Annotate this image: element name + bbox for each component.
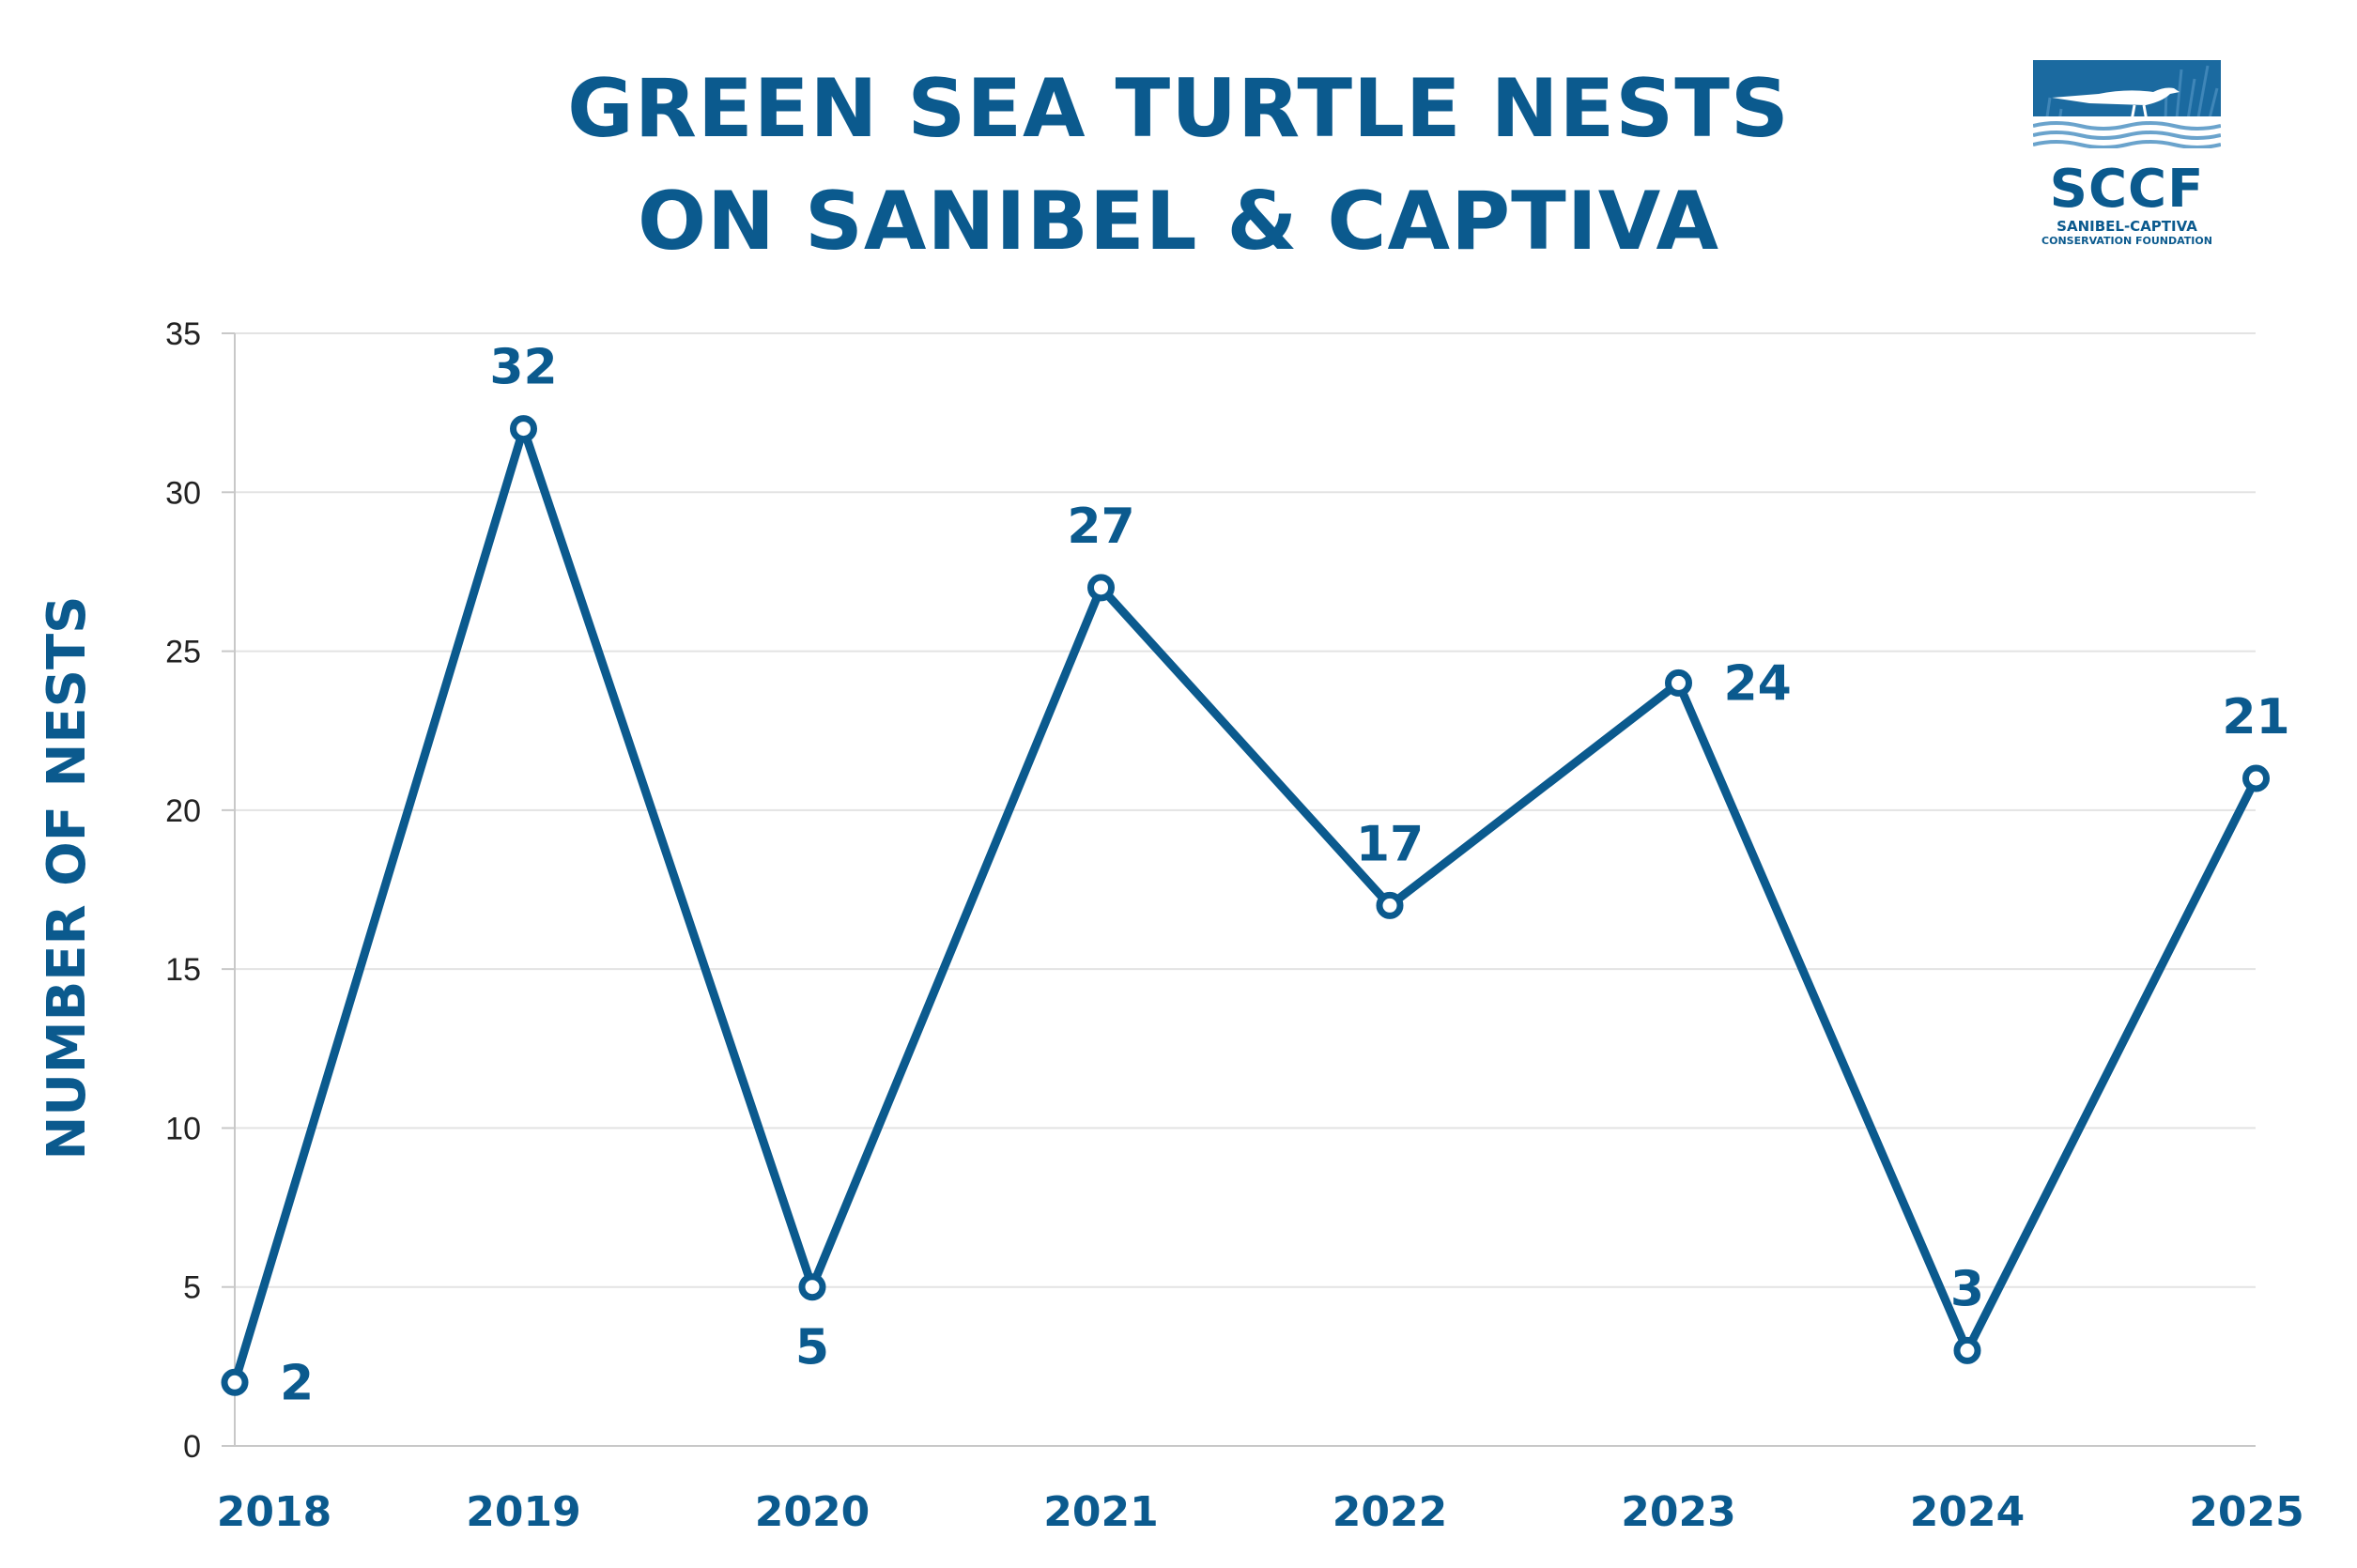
data-label: 27 xyxy=(1067,499,1134,555)
x-tick-label: 2021 xyxy=(1043,1488,1158,1536)
data-point xyxy=(221,1368,249,1396)
data-label: 5 xyxy=(795,1320,829,1376)
y-tick-label: 15 xyxy=(165,952,201,988)
x-tick-label: 2024 xyxy=(1910,1488,2025,1536)
series-points xyxy=(221,415,2270,1396)
y-tick-labels: 0 5 10 15 20 25 30 35 xyxy=(165,316,201,1465)
logo-subtitle-line-1: SANIBEL-CAPTIVA xyxy=(2057,218,2197,235)
axes xyxy=(222,332,2256,1447)
data-point xyxy=(1087,574,1115,602)
x-tick-label: 2022 xyxy=(1333,1488,1447,1536)
y-tick-label: 20 xyxy=(165,793,201,829)
y-tick-label: 10 xyxy=(165,1111,201,1146)
x-tick-label: 2023 xyxy=(1621,1488,1735,1536)
chart-title-line-1: GREEN SEA TURTLE NESTS xyxy=(567,62,1790,156)
data-point xyxy=(1376,891,1404,919)
y-tick-label: 35 xyxy=(165,316,201,352)
chart-title-line-2: ON SANIBEL & CAPTIVA xyxy=(637,175,1720,269)
data-label: 24 xyxy=(1724,655,1792,712)
logo-subtitle-line-2: CONSERVATION FOUNDATION xyxy=(2041,235,2212,247)
y-tick-label: 5 xyxy=(183,1270,201,1306)
x-tick-label: 2018 xyxy=(217,1488,331,1536)
y-axis-title: NUMBER OF NESTS xyxy=(37,596,98,1161)
data-point xyxy=(798,1273,826,1301)
data-label: 32 xyxy=(489,340,557,396)
series-line xyxy=(230,424,2260,1387)
x-tick-label: 2019 xyxy=(466,1488,580,1536)
data-point xyxy=(1665,669,1692,697)
data-point xyxy=(1953,1336,1981,1364)
heron-over-water-icon xyxy=(2033,60,2221,148)
data-point xyxy=(2242,764,2270,792)
x-tick-label: 2025 xyxy=(2189,1488,2303,1536)
sccf-logo: SCCF SANIBEL-CAPTIVA CONSERVATION FOUNDA… xyxy=(2033,60,2221,248)
data-point xyxy=(510,415,537,443)
y-tick-label: 25 xyxy=(165,635,201,670)
y-tick-label: 30 xyxy=(165,475,201,511)
series-line-layer xyxy=(230,424,2260,1387)
data-label: 3 xyxy=(1950,1261,1984,1317)
data-label: 17 xyxy=(1356,816,1424,872)
data-labels: 2 32 5 27 17 24 3 21 xyxy=(280,340,2290,1412)
data-label: 2 xyxy=(280,1355,314,1411)
x-tick-label: 2020 xyxy=(755,1488,870,1536)
data-label: 21 xyxy=(2222,689,2289,746)
logo-wordmark: SCCF xyxy=(2049,159,2205,220)
grid-lines xyxy=(235,332,2256,1288)
x-tick-labels: 2018 2019 2020 2021 2022 2023 2024 2025 xyxy=(217,1488,2304,1536)
y-tick-label: 0 xyxy=(183,1429,201,1465)
